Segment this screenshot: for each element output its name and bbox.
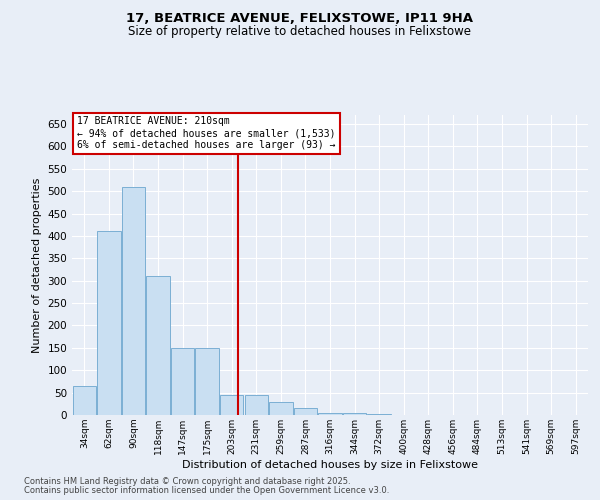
Bar — [343, 413, 366, 415]
Text: Size of property relative to detached houses in Felixstowe: Size of property relative to detached ho… — [128, 25, 472, 38]
Bar — [269, 402, 293, 415]
Bar — [319, 413, 341, 415]
Y-axis label: Number of detached properties: Number of detached properties — [32, 178, 42, 352]
Text: Contains HM Land Registry data © Crown copyright and database right 2025.: Contains HM Land Registry data © Crown c… — [24, 477, 350, 486]
Text: 17, BEATRICE AVENUE, FELIXSTOWE, IP11 9HA: 17, BEATRICE AVENUE, FELIXSTOWE, IP11 9H… — [127, 12, 473, 26]
Bar — [220, 395, 244, 415]
Bar — [171, 348, 194, 415]
X-axis label: Distribution of detached houses by size in Felixstowe: Distribution of detached houses by size … — [182, 460, 478, 469]
Bar — [73, 386, 96, 415]
Bar — [245, 395, 268, 415]
Bar — [146, 276, 170, 415]
Text: 17 BEATRICE AVENUE: 210sqm
← 94% of detached houses are smaller (1,533)
6% of se: 17 BEATRICE AVENUE: 210sqm ← 94% of deta… — [77, 116, 335, 150]
Bar — [367, 414, 391, 415]
Bar — [294, 408, 317, 415]
Text: Contains public sector information licensed under the Open Government Licence v3: Contains public sector information licen… — [24, 486, 389, 495]
Bar — [97, 232, 121, 415]
Bar — [196, 348, 219, 415]
Bar — [122, 186, 145, 415]
